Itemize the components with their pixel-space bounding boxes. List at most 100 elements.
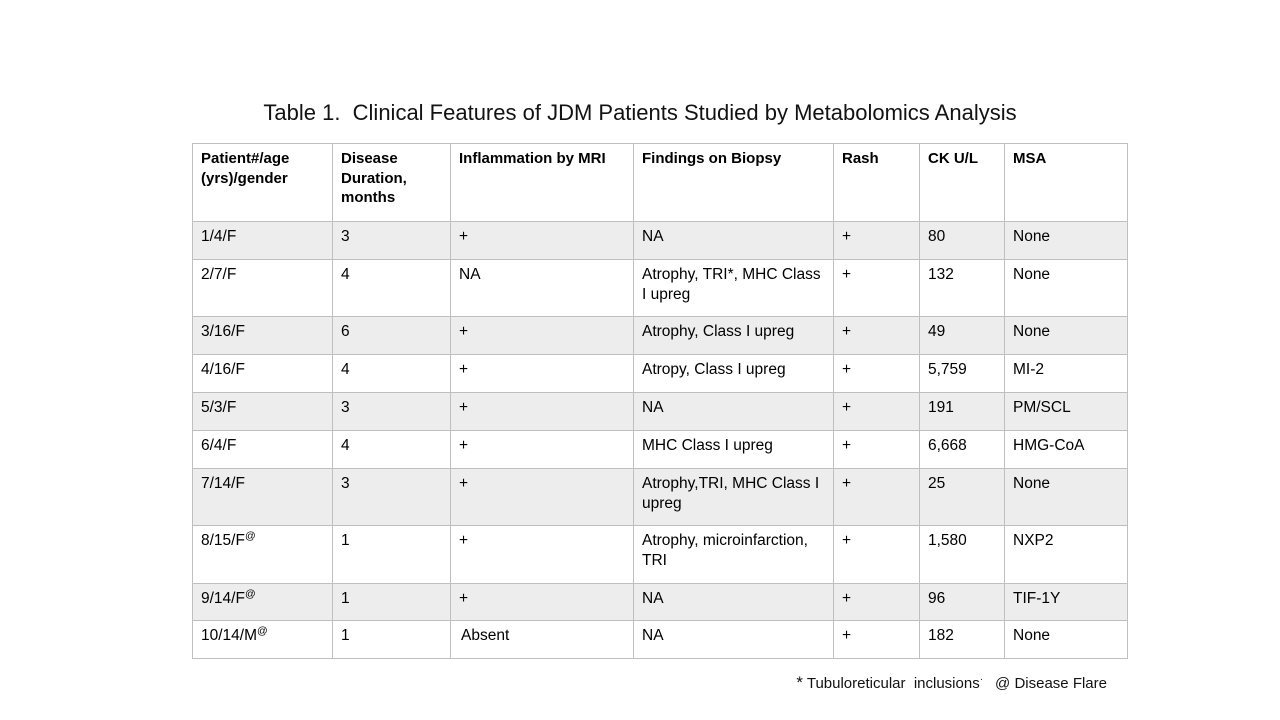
cell-patient: 7/14/F [192, 468, 333, 526]
column-header-ck: CK U/L [919, 143, 1005, 222]
cell-mri: Absent [450, 620, 634, 659]
cell-patient: 3/16/F [192, 316, 333, 355]
asterisk-marker: * [796, 673, 803, 692]
cell-mri: + [450, 354, 634, 393]
cell-patient: 10/14/M@ [192, 620, 333, 659]
header-row: Patient#/age (yrs)/gender Disease Durati… [192, 143, 1128, 222]
cell-patient: 9/14/F@ [192, 583, 333, 621]
patient-flag: @ [244, 587, 256, 600]
cell-msa: None [1004, 316, 1128, 355]
cell-ck: 1,580 [919, 525, 1005, 584]
cell-ck: 80 [919, 221, 1005, 260]
cell-mri: + [450, 221, 634, 260]
cell-duration: 3 [332, 392, 451, 431]
cell-biopsy: Atrophy, microinfarction, TRI [633, 525, 834, 584]
cell-rash: + [833, 316, 920, 355]
table-title: Table 1. Clinical Features of JDM Patien… [263, 100, 1017, 125]
cell-msa: HMG-CoA [1004, 430, 1128, 469]
cell-ck: 96 [919, 583, 1005, 621]
cell-mri: + [450, 316, 634, 355]
cell-msa: NXP2 [1004, 525, 1128, 584]
cell-mri: NA [450, 259, 634, 317]
cell-rash: + [833, 583, 920, 621]
cell-rash: + [833, 525, 920, 584]
patient-id: 3/16/F [201, 323, 245, 340]
table-row: 3/16/F 6 + Atrophy, Class I upreg + 49 N… [192, 316, 1128, 355]
cell-msa: TIF-1Y [1004, 583, 1128, 621]
cell-duration: 1 [332, 583, 451, 621]
cell-patient: 4/16/F [192, 354, 333, 393]
cell-rash: + [833, 468, 920, 526]
cell-duration: 6 [332, 316, 451, 355]
cell-msa: PM/SCL [1004, 392, 1128, 431]
cell-biopsy: MHC Class I upreg [633, 430, 834, 469]
patient-id: 6/4/F [201, 437, 237, 454]
cell-rash: + [833, 620, 920, 659]
column-header-mri: Inflammation by MRI [450, 143, 634, 222]
cell-biopsy: NA [633, 221, 834, 260]
table-row: 4/16/F 4 + Atropy, Class I upreg + 5,759… [192, 354, 1128, 393]
cell-rash: + [833, 259, 920, 317]
cell-duration: 4 [332, 430, 451, 469]
footnote-tri-text: Tubuloreticular inclusions [806, 675, 980, 692]
cell-ck: 25 [919, 468, 1005, 526]
cell-mri: + [450, 392, 634, 431]
cell-biopsy: NA [633, 392, 834, 431]
cell-biopsy: Atropy, Class I upreg [633, 354, 834, 393]
table-row: 6/4/F 4 + MHC Class I upreg + 6,668 HMG-… [192, 430, 1128, 469]
cell-rash: + [833, 354, 920, 393]
cell-biopsy: NA [633, 583, 834, 621]
cell-biopsy: Atrophy, Class I upreg [633, 316, 834, 355]
cell-duration: 3 [332, 468, 451, 526]
table-row: 7/14/F 3 + Atrophy,TRI, MHC Class I upre… [192, 468, 1128, 526]
cell-ck: 6,668 [919, 430, 1005, 469]
cell-ck: 191 [919, 392, 1005, 431]
table-row: 10/14/M@ 1 Absent NA + 182 None [192, 620, 1128, 659]
column-header-biopsy: Findings on Biopsy [633, 143, 834, 222]
patient-id: 1/4/F [201, 228, 237, 245]
column-header-msa: MSA [1004, 143, 1128, 222]
table-row: 5/3/F 3 + NA + 191 PM/SCL [192, 392, 1128, 431]
cell-patient: 1/4/F [192, 221, 333, 260]
cell-rash: + [833, 430, 920, 469]
cell-msa: None [1004, 468, 1128, 526]
cell-duration: 1 [332, 620, 451, 659]
footnote-flare-text: Disease Flare [1014, 675, 1107, 692]
cell-duration: 1 [332, 525, 451, 584]
cell-rash: + [833, 392, 920, 431]
cell-msa: MI-2 [1004, 354, 1128, 393]
cell-ck: 49 [919, 316, 1005, 355]
cell-ck: 132 [919, 259, 1005, 317]
at-marker: @ [995, 675, 1011, 692]
cell-rash: + [833, 221, 920, 260]
table-row: 9/14/F@ 1 + NA + 96 TIF-1Y [192, 583, 1128, 621]
cell-ck: 182 [919, 620, 1005, 659]
column-header-rash: Rash [833, 143, 920, 222]
table-row: 2/7/F 4 NA Atrophy, TRI*, MHC Class I up… [192, 259, 1128, 317]
patient-id: 9/14/F [201, 590, 245, 607]
patient-id: 8/15/F [201, 532, 245, 549]
cell-mri: + [450, 468, 634, 526]
cell-mri: + [450, 583, 634, 621]
patient-id: 10/14/M [201, 627, 258, 644]
patient-flag: @ [244, 529, 256, 542]
cell-patient: 2/7/F [192, 259, 333, 317]
table-row: 8/15/F@ 1 + Atrophy, microinfarction, TR… [192, 525, 1128, 584]
cell-biopsy: Atrophy, TRI*, MHC Class I upreg [633, 259, 834, 317]
cell-msa: None [1004, 259, 1128, 317]
cell-biopsy: NA [633, 620, 834, 659]
cell-patient: 8/15/F@ [192, 525, 333, 584]
column-header-duration: Disease Duration, months [332, 143, 451, 222]
footnote-dot: · [979, 674, 984, 685]
table-row: 1/4/F 3 + NA + 80 None [192, 221, 1128, 260]
cell-ck: 5,759 [919, 354, 1005, 393]
cell-patient: 5/3/F [192, 392, 333, 431]
cell-duration: 4 [332, 354, 451, 393]
patient-flag: @ [257, 624, 268, 637]
patient-id: 7/14/F [201, 475, 245, 492]
column-header-patient: Patient#/age (yrs)/gender [192, 143, 333, 222]
cell-duration: 4 [332, 259, 451, 317]
patient-id: 2/7/F [201, 266, 237, 283]
cell-mri: + [450, 430, 634, 469]
clinical-features-table-wrapper: Patient#/age (yrs)/gender Disease Durati… [192, 143, 1128, 659]
